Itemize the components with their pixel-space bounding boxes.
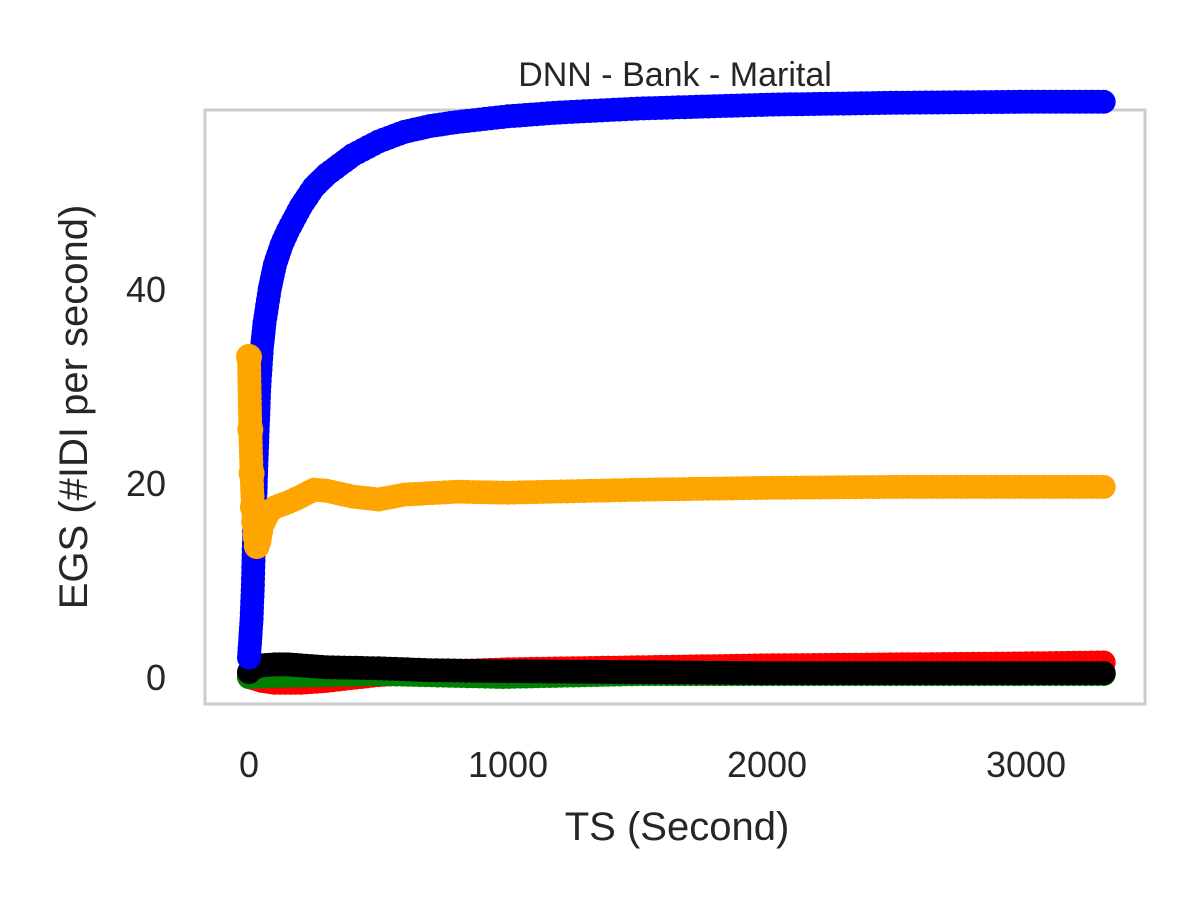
series-orange-point xyxy=(243,533,270,559)
x-tick-label: 1000 xyxy=(468,744,548,785)
chart-title: DNN - Bank - Marital xyxy=(518,56,832,94)
x-tick-label: 0 xyxy=(239,744,259,785)
y-tick-label: 20 xyxy=(126,463,166,504)
series-orange-point xyxy=(237,416,264,443)
series-black-point xyxy=(1091,661,1116,686)
plot-frame xyxy=(203,108,1147,706)
series-orange-point xyxy=(238,460,265,487)
series-black xyxy=(237,652,1116,686)
x-axis-label: TS (Second) xyxy=(565,805,790,849)
series-layer xyxy=(236,89,1116,695)
series-orange-point xyxy=(1091,474,1116,499)
x-tick-label: 2000 xyxy=(727,744,807,785)
y-tick-label: 0 xyxy=(146,657,166,698)
series-blue-point xyxy=(1091,89,1116,114)
x-tick-label: 3000 xyxy=(986,744,1066,785)
y-axis-label: EGS (#IDI per second) xyxy=(52,205,96,610)
y-tick-label: 40 xyxy=(126,269,166,310)
series-orange xyxy=(236,343,1116,559)
ticks-layer: 0 1000 2000 3000 0 20 40 xyxy=(126,269,1066,785)
series-blue xyxy=(237,89,1116,670)
series-orange-point xyxy=(236,343,262,370)
